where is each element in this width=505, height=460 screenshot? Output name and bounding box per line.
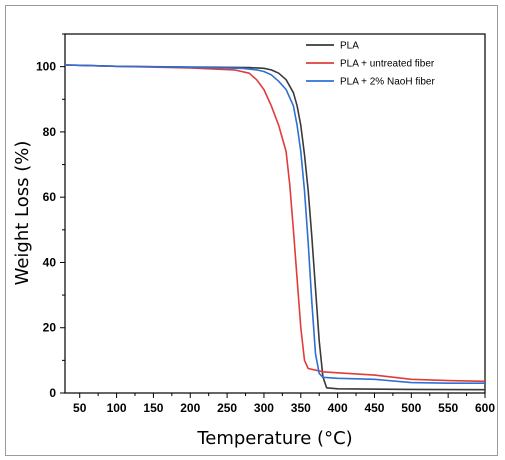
x-tick-label: 450 <box>364 401 384 415</box>
y-tick-label: 80 <box>43 125 57 139</box>
x-tick-label: 500 <box>401 401 421 415</box>
y-axis-ticks: 0 20 40 60 80 100 <box>36 33 65 400</box>
x-tick-label: 400 <box>328 401 348 415</box>
x-tick-label: 350 <box>291 401 311 415</box>
x-tick-label: 100 <box>107 401 127 415</box>
chart-figure: 50 100 150 200 250 300 350 400 450 500 550 600 0 20 4… <box>5 5 498 456</box>
x-tick-label: 150 <box>143 401 163 415</box>
x-axis-ticks: 50 100 150 200 250 300 350 400 450 500 550 600 <box>73 393 495 415</box>
x-tick-label: 250 <box>217 401 237 415</box>
x-tick-label: 600 <box>475 401 495 415</box>
x-tick-label: 300 <box>254 401 274 415</box>
legend-label: PLA + untreated fiber <box>340 59 435 70</box>
x-tick-label: 50 <box>73 401 87 415</box>
tga-line-chart: 50 100 150 200 250 300 350 400 450 500 550 600 0 20 4… <box>12 33 495 449</box>
series-line <box>64 64 486 383</box>
y-tick-label: 100 <box>36 60 56 74</box>
legend: PLA PLA + untreated fiber PLA + 2% NaoH fi… <box>306 41 435 88</box>
y-axis-title: Weight Loss (%) <box>12 141 33 286</box>
plot-area-frame <box>64 33 486 394</box>
legend-label: PLA <box>340 41 359 52</box>
y-tick-label: 60 <box>43 190 57 204</box>
series-line <box>64 64 485 384</box>
x-tick-label: 200 <box>180 401 200 415</box>
x-axis-title: Temperature (°C) <box>196 428 352 449</box>
series-layer <box>64 64 486 391</box>
y-tick-label: 20 <box>43 321 57 335</box>
y-tick-label: 0 <box>49 386 56 400</box>
x-tick-label: 550 <box>438 401 458 415</box>
legend-label: PLA + 2% NaoH fiber <box>340 77 435 88</box>
y-tick-label: 40 <box>43 255 57 269</box>
